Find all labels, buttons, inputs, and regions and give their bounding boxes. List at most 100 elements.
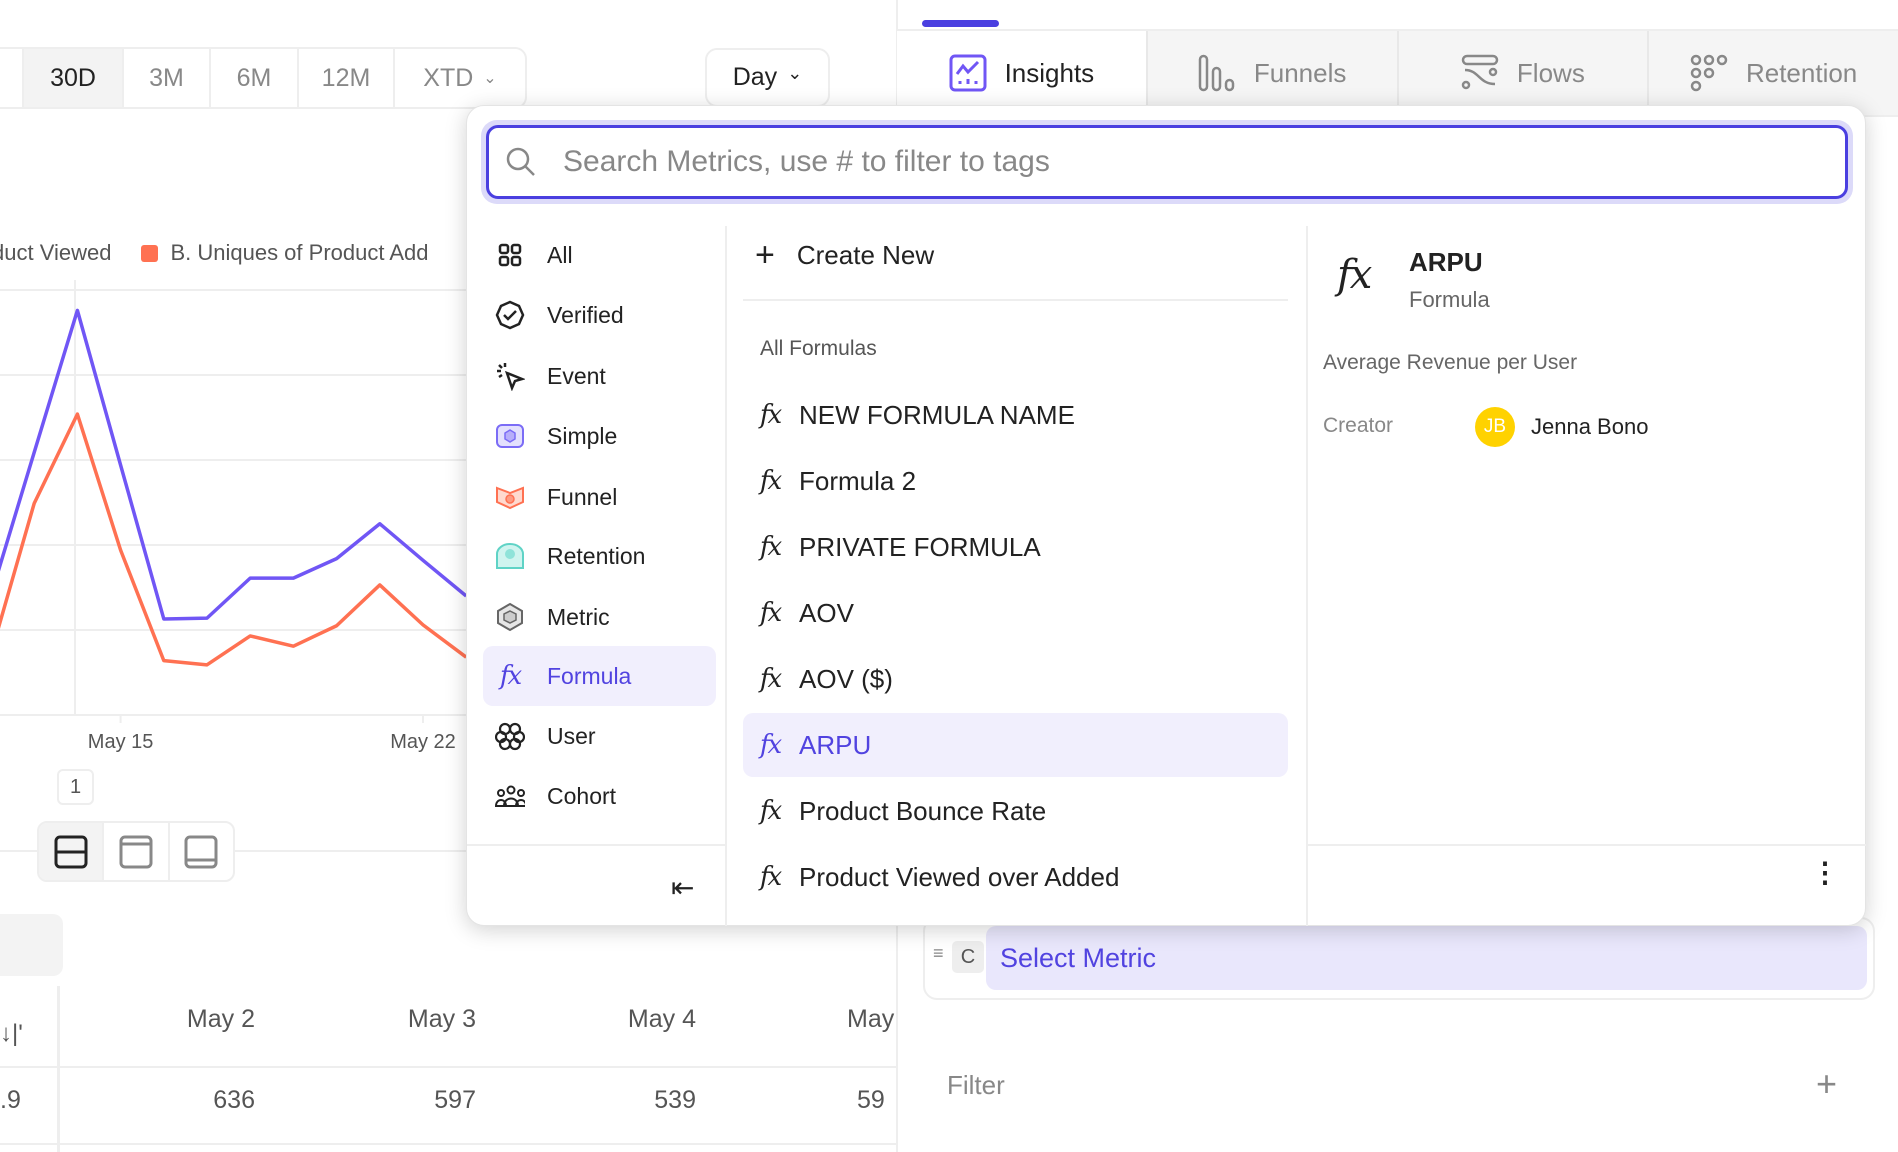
legend-item-b[interactable]: B. Uniques of Product Add xyxy=(170,240,429,265)
row-divider xyxy=(0,1066,897,1068)
column-header[interactable]: May 3 xyxy=(407,1005,476,1033)
metric-letter-badge: C xyxy=(952,941,984,973)
layout-toggle-group xyxy=(37,821,235,882)
category-event[interactable]: Event xyxy=(483,346,716,406)
category-retention[interactable]: Retention xyxy=(483,526,716,586)
formula-item[interactable]: fx AOV ($) xyxy=(743,647,1288,711)
active-nav-indicator xyxy=(922,20,999,27)
x-tick-label: May 15 xyxy=(88,731,154,753)
tab-insights[interactable]: Insights xyxy=(897,31,1148,115)
column-divider xyxy=(1306,226,1308,926)
formula-label: NEW FORMULA NAME xyxy=(799,399,1075,430)
column-header[interactable]: May 4 xyxy=(627,1005,696,1033)
category-formula[interactable]: fx Formula xyxy=(483,646,716,706)
date-range-3m[interactable]: 3M xyxy=(124,49,211,107)
report-type-tabs: Insights Funnels Flows Retention xyxy=(897,29,1898,117)
simple-metric-icon xyxy=(495,421,525,451)
date-range-xtd[interactable]: XTD ⌄ xyxy=(395,49,525,107)
column-header[interactable]: May xyxy=(847,1005,895,1033)
metric-picker-popup: All Verified Event Simple Funnel Retenti… xyxy=(466,105,1866,926)
interval-label: Day xyxy=(732,63,778,91)
table-toolbar-button[interactable] xyxy=(0,914,63,976)
table-cell: .9 xyxy=(0,1086,21,1114)
date-range-30d[interactable]: 30D xyxy=(24,49,124,107)
table-cell: 59 xyxy=(857,1086,885,1114)
category-label: Metric xyxy=(547,603,610,630)
tab-label: Flows xyxy=(1516,57,1585,88)
search-icon xyxy=(506,147,535,176)
formula-label: Product Bounce Rate xyxy=(799,795,1047,826)
category-all[interactable]: All xyxy=(483,225,716,285)
page-indicator[interactable]: 1 xyxy=(57,769,94,805)
layout-bottom-button[interactable] xyxy=(170,823,233,880)
search-input[interactable] xyxy=(563,145,1763,179)
flows-icon xyxy=(1461,54,1499,90)
legend-swatch-b xyxy=(141,244,159,262)
divider xyxy=(1308,844,1866,846)
formula-item[interactable]: fx PRIVATE FORMULA xyxy=(743,515,1288,579)
layout-split-button[interactable] xyxy=(39,823,105,880)
section-title: All Formulas xyxy=(760,337,877,360)
creator-name[interactable]: Jenna Bono xyxy=(1531,414,1649,439)
column-divider xyxy=(725,226,727,926)
sort-icon[interactable]: ↓|' xyxy=(0,1020,23,1047)
add-filter-icon[interactable]: + xyxy=(1816,1063,1838,1104)
formula-item[interactable]: fx Product Viewed over Added xyxy=(743,845,1288,909)
tab-funnels[interactable]: Funnels xyxy=(1148,31,1399,115)
table-cell: 636 xyxy=(213,1086,255,1114)
formula-item[interactable]: fx Formula 2 xyxy=(743,449,1288,513)
formula-label: Product Viewed over Added xyxy=(799,861,1120,892)
date-range-prev-segment[interactable] xyxy=(0,49,24,107)
formula-item[interactable]: fx Product Bounce Rate xyxy=(743,779,1288,843)
formula-item[interactable]: fx NEW FORMULA NAME xyxy=(743,383,1288,447)
formula-item[interactable]: fx AOV xyxy=(743,581,1288,645)
tab-label: Funnels xyxy=(1253,57,1347,88)
series-line-1 xyxy=(0,412,468,667)
date-range-6m[interactable]: 6M xyxy=(211,49,299,107)
tab-flows[interactable]: Flows xyxy=(1399,31,1650,115)
formula-icon: fx xyxy=(499,661,522,691)
category-simple[interactable]: Simple xyxy=(483,406,716,466)
date-range-12m[interactable]: 12M xyxy=(299,49,395,107)
layout-top-button[interactable] xyxy=(104,823,170,880)
legend-item-a[interactable]: duct Viewed xyxy=(0,240,112,265)
table-column-divider xyxy=(57,986,60,1152)
interval-dropdown[interactable]: Day ⌄ xyxy=(705,48,830,107)
tab-retention[interactable]: Retention xyxy=(1649,31,1898,115)
column-header[interactable]: May 2 xyxy=(186,1005,255,1033)
date-range-selector: 30D 3M 6M 12M XTD ⌄ xyxy=(0,47,527,109)
insights-icon xyxy=(949,54,987,92)
formula-label: PRIVATE FORMULA xyxy=(799,531,1041,562)
category-metric[interactable]: Metric xyxy=(483,587,716,647)
row-divider xyxy=(0,1143,897,1145)
more-options-icon[interactable]: ⋮ xyxy=(1811,857,1839,888)
table-only-layout-icon xyxy=(184,835,218,868)
formula-icon: fx xyxy=(759,532,782,562)
collapse-sidebar-icon[interactable]: ⇤ xyxy=(671,872,695,903)
cohort-icon xyxy=(495,781,525,811)
detail-name: ARPU xyxy=(1409,247,1483,277)
create-new-label: Create New xyxy=(796,240,935,270)
user-icon xyxy=(495,721,525,751)
category-cohort[interactable]: Cohort xyxy=(483,766,716,826)
divider xyxy=(0,850,470,852)
create-new-button[interactable]: + Create New xyxy=(755,236,934,275)
formula-item-selected[interactable]: fx ARPU xyxy=(743,713,1288,777)
category-funnel[interactable]: Funnel xyxy=(483,467,716,527)
divider xyxy=(743,299,1288,301)
chart-legend: duct Viewed B. Uniques of Product Add xyxy=(0,240,429,266)
category-label: User xyxy=(547,722,596,749)
verified-icon xyxy=(495,300,525,330)
category-label: Event xyxy=(547,362,606,389)
category-user[interactable]: User xyxy=(483,706,716,766)
chevron-down-icon: ⌄ xyxy=(787,63,803,83)
grid-icon xyxy=(495,240,525,270)
drag-handle-icon[interactable]: ≡ xyxy=(933,943,944,963)
category-verified[interactable]: Verified xyxy=(483,285,716,345)
formula-label: Formula 2 xyxy=(799,465,917,496)
detail-type: Formula xyxy=(1409,287,1490,312)
formula-label: AOV ($) xyxy=(799,663,893,694)
metric-icon xyxy=(495,602,525,632)
filter-label: Filter xyxy=(947,1070,1005,1100)
select-metric-button[interactable]: Select Metric xyxy=(986,926,1867,990)
